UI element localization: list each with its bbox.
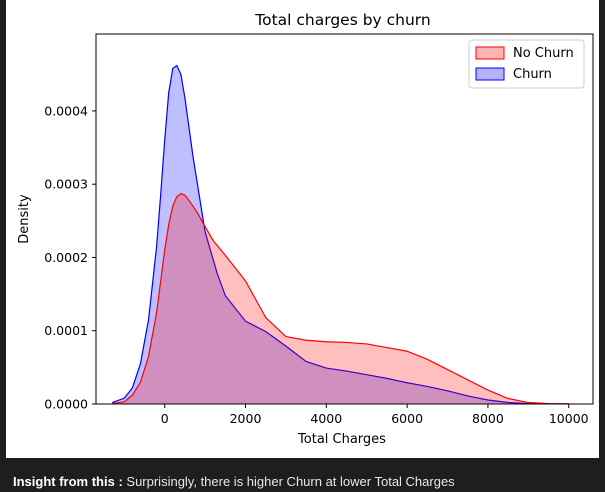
density-line-churn [111, 64, 569, 405]
legend-label-no-churn: No Churn [513, 46, 574, 61]
x-axis-label: Total Charges [297, 432, 386, 447]
insight-label: Insight from this : [13, 474, 123, 489]
y-tick-label: 0.0001 [44, 323, 88, 338]
chart-figure: Total charges by churn 0 2000 4000 6000 8000… [6, 0, 599, 458]
insight-text: Surprisingly, there is higher Churn at l… [122, 474, 455, 489]
legend-swatch-churn [475, 67, 505, 81]
plot-area [111, 64, 569, 405]
chart-title: Total charges by churn [254, 11, 430, 29]
y-tick-label: 0.0003 [44, 177, 88, 192]
x-tick-label: 8000 [472, 411, 504, 426]
density-line-no-churn [112, 193, 569, 405]
legend-label-churn: Churn [513, 67, 552, 82]
x-tick-label: 2000 [230, 411, 262, 426]
y-axis-ticks: 0.0000 0.0001 0.0002 0.0003 0.0004 [44, 103, 96, 412]
x-tick-label: 6000 [391, 411, 423, 426]
x-tick-label: 0 [161, 411, 169, 426]
y-axis-label: Density [17, 194, 32, 244]
legend: No Churn Churn [468, 39, 585, 89]
area-fill-no-churn [112, 193, 569, 404]
legend-swatch-no-churn [475, 46, 505, 60]
x-tick-label: 4000 [310, 411, 342, 426]
x-axis-ticks: 0 2000 4000 6000 8000 10000 [161, 404, 589, 426]
plot-frame [95, 33, 594, 405]
y-tick-label: 0.0002 [44, 250, 88, 265]
y-tick-label: 0.0000 [44, 397, 88, 412]
x-tick-label: 10000 [549, 411, 589, 426]
y-tick-label: 0.0004 [44, 103, 88, 118]
insight-caption: Insight from this : Surprisingly, there … [13, 474, 455, 489]
kde-chart: Total charges by churn 0 2000 4000 6000 8000… [17, 11, 594, 447]
area-fill-churn [112, 65, 569, 404]
